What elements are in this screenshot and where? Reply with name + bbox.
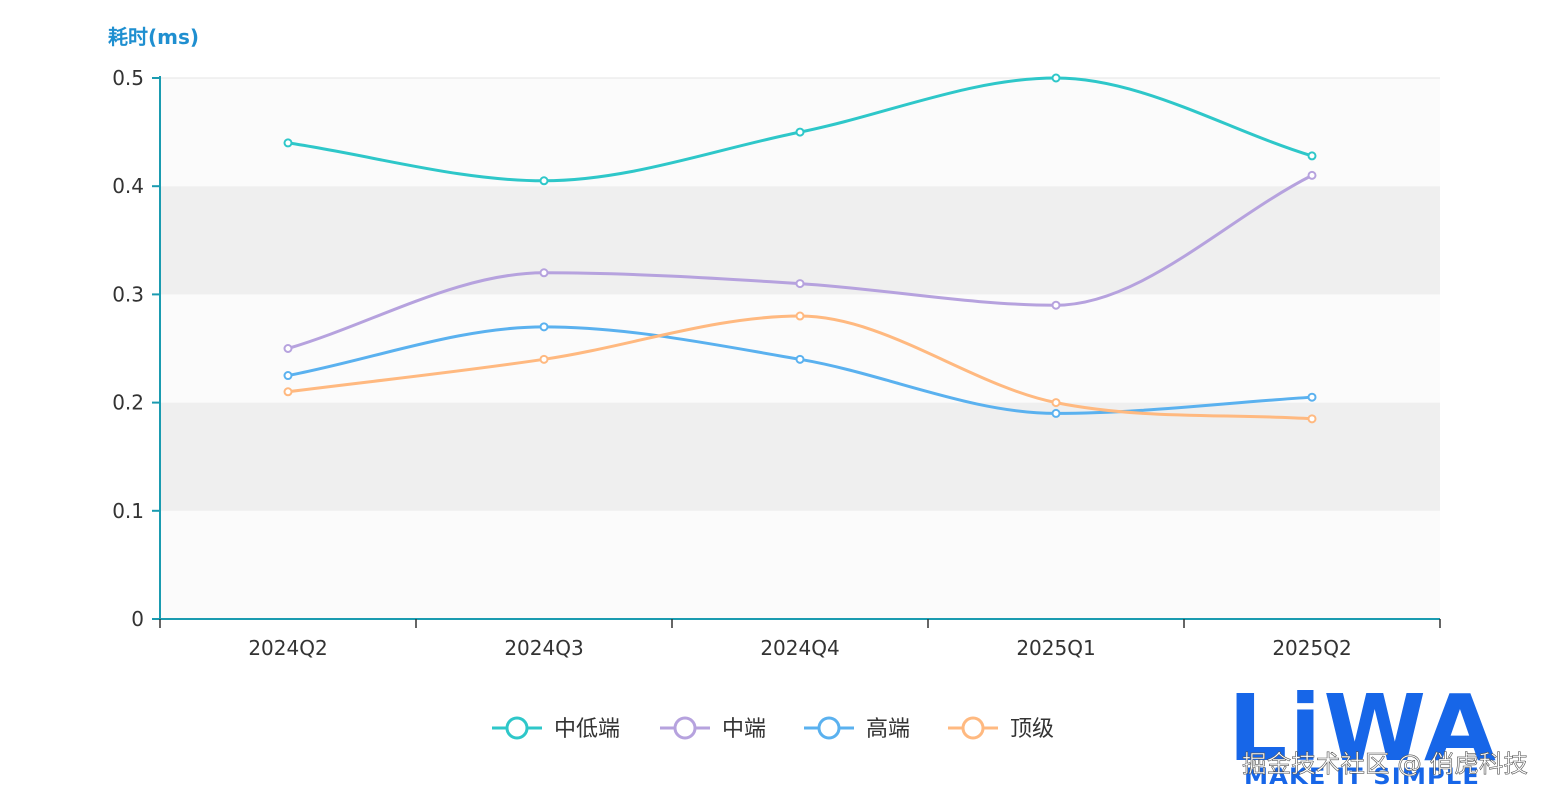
watermark-credit: 掘金技术社区 @ 俏虎科技 — [1242, 750, 1528, 778]
grid-bands — [160, 77, 1440, 619]
grid-band — [160, 294, 1440, 403]
x-tick-label: 2024Q3 — [504, 636, 583, 660]
grid-band — [160, 186, 1440, 295]
y-tick-label: 0.4 — [112, 174, 144, 198]
grid-band — [160, 510, 1440, 619]
watermark: LiWA MAKE IT SIMPLE 掘金技术社区 @ 俏虎科技 — [1228, 675, 1528, 790]
data-point[interactable] — [1307, 170, 1317, 180]
legend-label: 顶级 — [1010, 717, 1054, 742]
data-point[interactable] — [283, 387, 293, 397]
data-point[interactable] — [795, 279, 805, 289]
x-tick-label: 2025Q2 — [1272, 636, 1351, 660]
data-point[interactable] — [1051, 408, 1061, 418]
data-point[interactable] — [539, 322, 549, 332]
legend-swatch-marker — [505, 716, 529, 740]
x-tick-label: 2024Q2 — [248, 636, 327, 660]
watermark-logo: LiWA — [1228, 675, 1498, 782]
x-axis: 2024Q2 2024Q3 2024Q4 2025Q1 2025Q2 — [159, 618, 1441, 660]
legend-item[interactable]: 中低端 — [492, 716, 620, 742]
y-tick-label: 0.3 — [112, 282, 144, 306]
legend-item[interactable]: 中端 — [660, 716, 766, 742]
series-points — [283, 73, 1317, 424]
data-point[interactable] — [539, 176, 549, 186]
watermark-tagline: MAKE IT SIMPLE — [1244, 765, 1480, 790]
data-point[interactable] — [1307, 414, 1317, 424]
x-tick-label: 2024Q4 — [760, 636, 839, 660]
y-tick-label: 0 — [131, 607, 144, 631]
legend-label: 高端 — [866, 717, 910, 742]
y-tick-label: 0.1 — [112, 499, 144, 523]
legend-item[interactable]: 顶级 — [948, 716, 1054, 742]
data-point[interactable] — [1307, 392, 1317, 402]
data-point[interactable] — [283, 371, 293, 381]
y-axis-label: 耗时(ms) — [108, 25, 199, 49]
data-point[interactable] — [539, 268, 549, 278]
legend-swatch-marker — [673, 716, 697, 740]
y-tick-label: 0.5 — [112, 66, 144, 90]
data-point[interactable] — [1051, 73, 1061, 83]
legend-swatch-marker — [961, 716, 985, 740]
data-point[interactable] — [795, 354, 805, 364]
data-point[interactable] — [795, 127, 805, 137]
data-point[interactable] — [283, 138, 293, 148]
y-tick-label: 0.2 — [112, 391, 144, 415]
data-point[interactable] — [1051, 300, 1061, 310]
data-point[interactable] — [539, 354, 549, 364]
legend-label: 中端 — [722, 717, 766, 742]
data-point[interactable] — [1051, 398, 1061, 408]
data-point[interactable] — [283, 344, 293, 353]
data-point[interactable] — [1307, 151, 1317, 161]
legend[interactable]: 中低端 中端 高端 顶级 — [492, 716, 1054, 742]
y-axis: 0 0.1 0.2 0.3 0.4 0.5 — [112, 66, 161, 631]
grid-band — [160, 402, 1440, 511]
legend-item[interactable]: 高端 — [804, 716, 910, 742]
x-tick-label: 2025Q1 — [1016, 636, 1095, 660]
data-point[interactable] — [795, 311, 805, 321]
legend-label: 中低端 — [554, 717, 620, 742]
legend-swatch-marker — [817, 716, 841, 740]
